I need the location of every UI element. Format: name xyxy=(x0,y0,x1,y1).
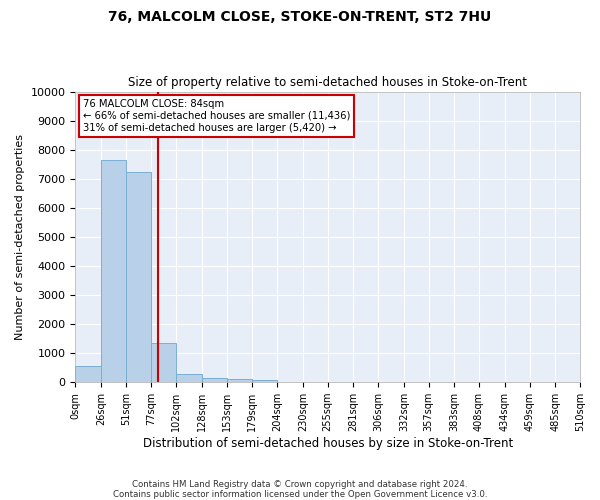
Text: Contains HM Land Registry data © Crown copyright and database right 2024.
Contai: Contains HM Land Registry data © Crown c… xyxy=(113,480,487,499)
Bar xyxy=(202,378,227,382)
Bar xyxy=(126,172,151,382)
X-axis label: Distribution of semi-detached houses by size in Stoke-on-Trent: Distribution of semi-detached houses by … xyxy=(143,437,513,450)
Text: 76, MALCOLM CLOSE, STOKE-ON-TRENT, ST2 7HU: 76, MALCOLM CLOSE, STOKE-ON-TRENT, ST2 7… xyxy=(109,10,491,24)
Bar xyxy=(176,374,202,382)
Bar xyxy=(151,343,176,382)
Title: Size of property relative to semi-detached houses in Stoke-on-Trent: Size of property relative to semi-detach… xyxy=(128,76,527,90)
Y-axis label: Number of semi-detached properties: Number of semi-detached properties xyxy=(15,134,25,340)
Bar xyxy=(75,366,101,382)
Bar xyxy=(101,160,126,382)
Bar xyxy=(227,380,253,382)
Bar xyxy=(253,380,277,382)
Text: 76 MALCOLM CLOSE: 84sqm
← 66% of semi-detached houses are smaller (11,436)
31% o: 76 MALCOLM CLOSE: 84sqm ← 66% of semi-de… xyxy=(83,100,350,132)
